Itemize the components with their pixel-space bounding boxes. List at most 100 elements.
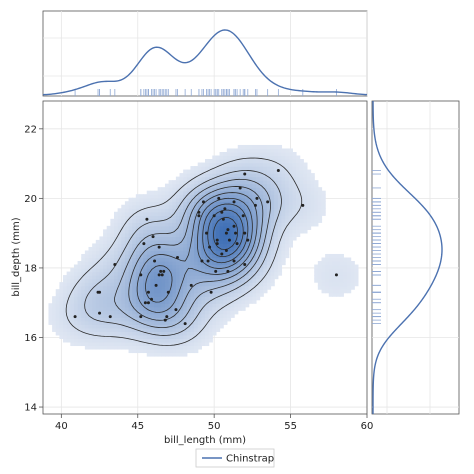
density-cell (259, 162, 264, 167)
density-cell (190, 211, 195, 216)
density-cell (135, 282, 141, 287)
density-cell (241, 180, 246, 185)
density-cell (183, 338, 188, 343)
density-cell (88, 285, 93, 290)
density-cell (285, 180, 290, 185)
density-cell (197, 253, 202, 259)
density-cell (212, 183, 217, 188)
density-cell (172, 222, 177, 227)
density-cell (194, 345, 199, 350)
density-cell (106, 239, 111, 245)
density-cell (190, 190, 195, 195)
density-cell (73, 341, 79, 347)
density-cell (128, 246, 133, 252)
density-cell (172, 187, 177, 192)
density-cell (139, 257, 144, 262)
density-cell (219, 320, 224, 325)
density-cell (161, 296, 166, 301)
density-cell (186, 169, 192, 174)
density-cell (161, 303, 166, 308)
density-cell (288, 204, 293, 209)
density-cell (230, 275, 235, 280)
density-cell (168, 289, 173, 294)
density-cell (106, 317, 111, 322)
density-cell (237, 194, 242, 199)
density-cell (172, 183, 177, 188)
density-cell (215, 264, 221, 269)
density-cell (285, 239, 290, 245)
density-cell (150, 197, 155, 202)
density-cell (81, 331, 86, 336)
density-cell (113, 320, 119, 325)
density-cell (230, 155, 235, 160)
density-cell (219, 232, 224, 237)
density-cell (241, 285, 246, 290)
density-cell (328, 264, 334, 269)
density-cell (241, 204, 246, 209)
density-cell (172, 289, 177, 294)
density-cell (161, 331, 166, 336)
density-cell (175, 253, 181, 259)
density-cell (208, 201, 213, 206)
density-cell (226, 246, 232, 252)
density-cell (77, 317, 82, 322)
density-cell (168, 208, 173, 213)
density-cell (88, 313, 93, 318)
density-cell (117, 341, 122, 347)
density-cell (157, 292, 162, 297)
density-cell (161, 243, 166, 248)
density-cell (226, 211, 232, 216)
density-cell (263, 211, 268, 216)
density-cell (117, 310, 122, 315)
density-cell (259, 197, 264, 202)
density-cell (306, 208, 312, 213)
density-cell (306, 218, 312, 223)
top-marginal-grid (43, 11, 368, 96)
density-cell (190, 194, 195, 199)
density-cell (255, 211, 261, 216)
density-cell (263, 169, 268, 174)
density-cell (248, 190, 253, 195)
density-cell (263, 183, 268, 188)
density-cell (237, 204, 242, 209)
density-cell (339, 261, 344, 266)
density-cell (270, 151, 275, 157)
density-cell (124, 222, 130, 227)
density-cell (150, 218, 155, 223)
density-cell (215, 159, 221, 164)
density-cell (117, 275, 122, 280)
density-cell (63, 292, 68, 297)
density-cell (190, 338, 195, 343)
density-cell (132, 232, 137, 237)
density-cell (63, 338, 68, 343)
density-cell (281, 222, 286, 227)
density-cell (285, 197, 290, 202)
density-cell (208, 243, 213, 248)
density-cell (234, 310, 239, 315)
density-cell (266, 169, 272, 174)
density-cell (266, 173, 272, 178)
density-cell (270, 204, 275, 209)
density-cell (172, 317, 177, 322)
density-cell (117, 229, 122, 234)
density-cell (128, 282, 133, 287)
density-cell (259, 243, 264, 248)
density-cell (277, 169, 283, 174)
density-cell (103, 345, 108, 350)
density-cell (237, 299, 242, 304)
density-cell (168, 194, 173, 199)
density-cell (343, 289, 348, 294)
density-cell (336, 278, 341, 283)
density-cell (150, 246, 155, 252)
density-cell (84, 275, 90, 280)
density-cell (263, 190, 268, 195)
density-cell (245, 261, 250, 266)
density-cell (299, 190, 304, 195)
density-cell (259, 285, 264, 290)
density-cell (285, 253, 290, 259)
density-cell (299, 211, 304, 216)
density-cell (117, 243, 122, 248)
density-cell (113, 271, 119, 276)
density-cell (230, 173, 235, 178)
density-cell (245, 166, 250, 171)
